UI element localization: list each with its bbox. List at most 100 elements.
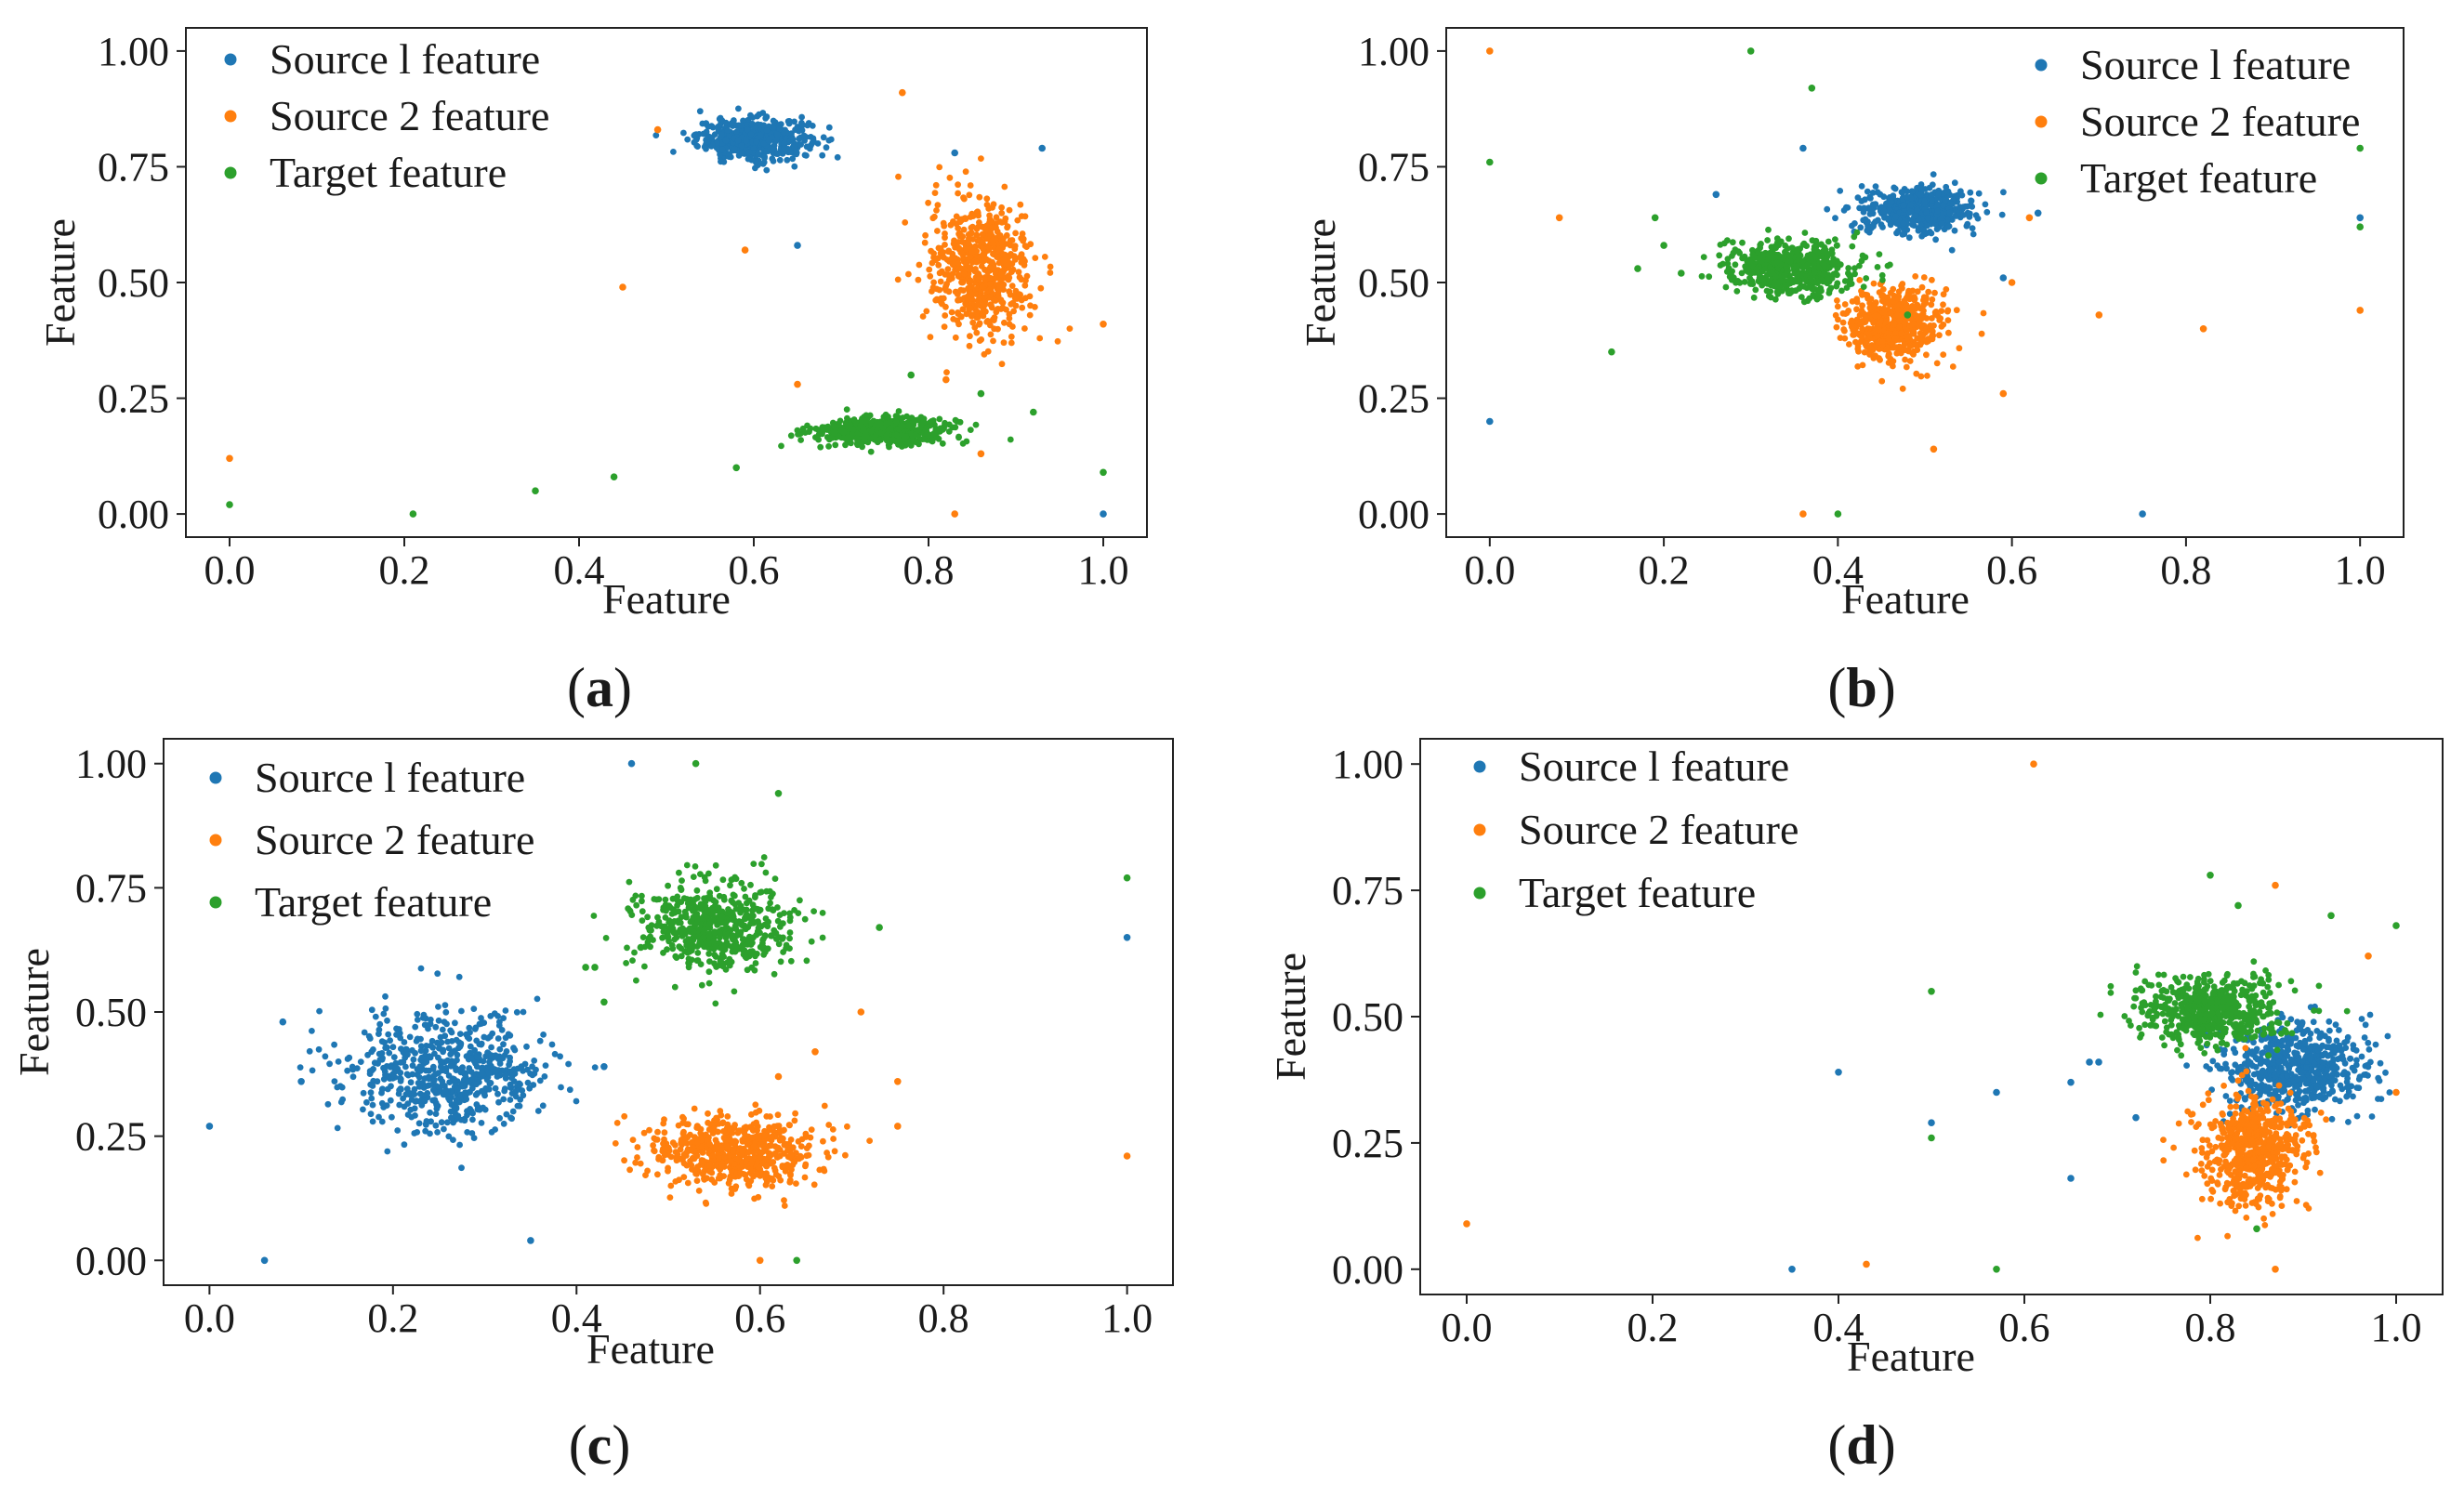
scatter-point-a-s0	[791, 163, 798, 170]
scatter-point-a-s1	[962, 216, 969, 223]
scatter-point-c-s1	[679, 1113, 686, 1121]
scatter-point-c-s2	[801, 915, 809, 923]
scatter-point-a-s0	[696, 108, 704, 115]
scatter-point-b-s0	[1923, 208, 1930, 216]
scatter-point-a-s1	[998, 210, 1006, 217]
scatter-point-a-s1	[988, 217, 995, 225]
scatter-point-c-s0	[423, 1043, 430, 1049]
scatter-point-c-s0	[432, 1023, 440, 1031]
scatter-point-b-s2	[1749, 281, 1757, 287]
scatter-point-b-s0	[1919, 226, 1926, 233]
scatter-point-a-s1	[982, 266, 988, 273]
scatter-point-c-s0	[335, 1058, 342, 1065]
scatter-point-b-s2	[1860, 283, 1867, 290]
scatter-point-a-s0	[694, 143, 701, 150]
scatter-point-c-s0	[496, 1018, 503, 1026]
scatter-point-c-s0	[376, 1026, 383, 1033]
scatter-point-b-s1	[1933, 360, 1941, 367]
scatter-point-a-s1	[926, 266, 933, 273]
scatter-point-b-s1	[1832, 311, 1839, 319]
scatter-point-a-s0	[749, 114, 757, 121]
scatter-point-c-s1	[673, 1155, 680, 1163]
x-tick-label-b: 0.0	[1464, 547, 1515, 593]
scatter-point-c-s0	[368, 1095, 376, 1102]
scatter-point-c-s0	[407, 1106, 415, 1113]
scatter-point-c-s1	[772, 1171, 780, 1178]
scatter-point-c-s0	[412, 1049, 418, 1057]
scatter-point-a-s1	[932, 296, 940, 304]
scatter-point-c-s0	[451, 1076, 458, 1083]
scatter-point-c-s0	[534, 1108, 542, 1114]
scatter-point-c-s0	[367, 1089, 375, 1097]
scatter-point-a-s2	[830, 423, 837, 429]
scatter-point-a-s1	[1004, 224, 1010, 231]
scatter-point-c-s0	[447, 1108, 455, 1115]
scatter-point-c-s0	[435, 1017, 442, 1024]
scatter-point-b-s2	[1820, 270, 1827, 278]
scatter-point-b-s2	[1793, 248, 1800, 256]
scatter-point-a-s1	[989, 237, 996, 244]
scatter-point-a-s1	[941, 323, 948, 330]
scatter-point-c-s0	[380, 1010, 388, 1018]
scatter-point-a-s1	[973, 231, 981, 239]
scatter-point-a-s1	[959, 306, 967, 313]
scatter-point-c-s2	[665, 933, 672, 940]
scatter-point-c-s1	[683, 1121, 691, 1128]
outlier-point-c-s0	[260, 1256, 269, 1265]
scatter-point-b-s1	[1859, 291, 1865, 298]
scatter-point-c-s1	[732, 1138, 740, 1145]
scatter-point-c-s1	[821, 1167, 828, 1175]
scatter-point-a-s1	[929, 259, 936, 267]
scatter-point-a-s2	[835, 433, 842, 440]
outlier-point-a-s2	[409, 510, 417, 518]
scatter-point-c-s0	[396, 1030, 403, 1037]
scatter-point-b-s2	[1807, 251, 1814, 258]
scatter-point-c-s1	[634, 1154, 640, 1161]
scatter-point-b-s2	[1759, 282, 1766, 289]
scatter-point-b-s1	[1920, 274, 1928, 281]
scatter-point-b-s1	[1919, 332, 1927, 338]
scatter-point-a-s0	[785, 118, 793, 125]
scatter-point-c-s2	[758, 861, 765, 868]
scatter-point-c-s1	[655, 1155, 662, 1163]
scatter-point-b-s2	[1799, 242, 1807, 248]
scatter-point-c-s0	[468, 1130, 476, 1137]
scatter-point-b-s2	[1785, 290, 1792, 296]
scatter-point-a-s1	[996, 284, 1003, 292]
outlier-point-c-s1	[811, 1048, 819, 1056]
outlier-point-a-s2	[732, 464, 740, 472]
scatter-point-b-s2	[1832, 236, 1838, 243]
scatter-point-c-s0	[536, 1077, 544, 1084]
scatter-point-a-s1	[992, 274, 999, 282]
scatter-point-c-s0	[414, 1017, 421, 1023]
legend-marker-a-1	[224, 110, 237, 123]
scatter-point-b-s0	[1957, 204, 1964, 211]
outlier-point-c-s0	[1123, 934, 1131, 941]
scatter-point-a-s1	[1054, 337, 1061, 345]
scatter-point-c-s1	[680, 1152, 688, 1160]
scatter-point-c-s0	[326, 1060, 333, 1068]
scatter-point-a-s1	[956, 218, 964, 226]
scatter-point-c-s0	[456, 1141, 463, 1149]
scatter-point-c-s0	[432, 1122, 440, 1129]
scatter-point-b-s1	[1938, 323, 1945, 330]
scatter-point-a-s0	[820, 134, 827, 141]
outlier-point-b-s1	[1799, 510, 1807, 518]
scatter-point-b-s2	[1720, 260, 1727, 268]
scatter-point-c-s1	[770, 1176, 777, 1184]
scatter-point-c-s0	[371, 1059, 378, 1067]
scatter-point-c-s0	[411, 1091, 418, 1097]
scatter-point-b-s2	[1765, 226, 1772, 233]
scatter-point-a-s1	[905, 270, 912, 278]
scatter-point-c-s1	[666, 1194, 674, 1201]
scatter-point-c-s1	[739, 1148, 746, 1155]
scatter-point-a-s1	[945, 247, 953, 255]
scatter-point-c-s2	[602, 935, 610, 941]
scatter-point-b-s2	[1716, 252, 1723, 259]
scatter-point-b-s2	[1788, 278, 1796, 285]
scatter-point-c-s0	[473, 1101, 481, 1108]
scatter-point-a-s1	[981, 294, 988, 301]
scatter-point-c-s0	[442, 1064, 450, 1071]
scatter-point-c-s1	[761, 1132, 768, 1139]
scatter-point-b-s1	[1893, 349, 1901, 357]
